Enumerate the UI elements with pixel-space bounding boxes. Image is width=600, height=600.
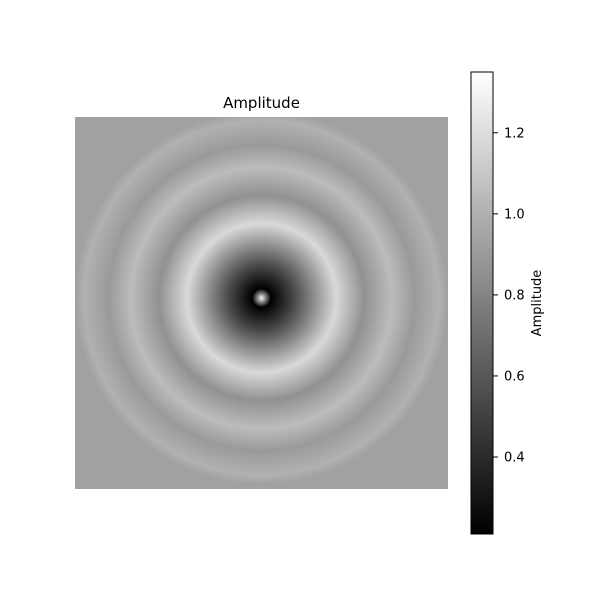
- colorbar-tick-label: 1.0: [504, 207, 525, 222]
- colorbar-tick-label: 0.8: [504, 288, 525, 303]
- colorbar-label: Amplitude: [530, 270, 545, 337]
- colorbar-tick-label: 0.6: [504, 369, 525, 384]
- colorbar-ticks: 0.4 0.6 0.8 1.0 1.2: [493, 126, 525, 466]
- colorbar: [470, 71, 494, 535]
- plot-title: Amplitude: [223, 94, 300, 112]
- colorbar-tick-label: 0.4: [504, 451, 525, 466]
- heatmap-rings: [75, 117, 448, 489]
- colorbar-tick-label: 1.2: [504, 126, 525, 141]
